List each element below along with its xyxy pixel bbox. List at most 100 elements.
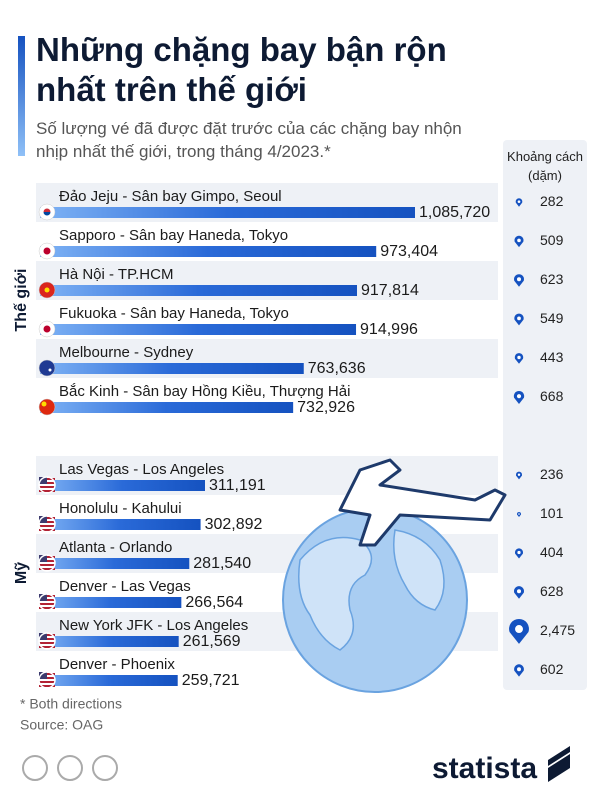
value-label: 914,996	[360, 321, 418, 338]
category-label: Sapporo - Sân bay Haneda, Tokyo	[59, 227, 288, 244]
flag-stripe	[39, 564, 55, 566]
pin-dot	[516, 394, 522, 399]
pin-dot	[517, 316, 521, 321]
pin-dot	[517, 550, 521, 555]
distance-label: 549	[540, 310, 564, 326]
bar	[40, 402, 294, 413]
flag-stripe	[39, 685, 55, 687]
flag	[38, 203, 56, 221]
flag-ring	[38, 515, 56, 533]
distance-label: 602	[540, 661, 564, 677]
flag-ring	[38, 554, 56, 572]
bar	[40, 363, 304, 374]
category-label: Hà Nội - TP.HCM	[59, 266, 173, 283]
flag-stripe	[39, 607, 55, 609]
bar	[40, 480, 205, 491]
chart-subtitle-line: nhịp nhất thế giới, trong tháng 4/2023.*	[36, 142, 331, 161]
pin-dot	[518, 513, 520, 515]
flag-ring	[38, 632, 56, 650]
value-label: 281,540	[193, 555, 251, 572]
bar	[40, 285, 358, 296]
value-label: 732,926	[297, 399, 355, 416]
value-label: 917,814	[361, 282, 419, 299]
flag-dot	[43, 208, 51, 212]
flag-stripe	[39, 486, 55, 488]
bar	[40, 558, 190, 569]
value-label: 763,636	[308, 360, 366, 377]
distance-header-line: Khoảng cách	[507, 149, 583, 164]
flag-canton	[39, 633, 47, 640]
bar	[40, 207, 415, 218]
pin-dot	[516, 589, 522, 594]
distance-label: 2,475	[540, 622, 575, 638]
pin-dot	[517, 200, 521, 204]
flag-dot	[43, 325, 51, 333]
distance-label: 509	[540, 232, 564, 248]
value-label: 973,404	[380, 243, 438, 260]
flag-stripe	[39, 646, 55, 648]
flag-stripe	[39, 681, 55, 683]
flag-stripe	[39, 642, 55, 644]
flag-canton	[39, 516, 47, 523]
chart-subtitle: Số lượng vé đã được đặt trước của các ch…	[36, 119, 462, 161]
flag-bg	[38, 359, 56, 377]
chart-title: Những chặng bay bận rộn nhất trên thế giớ…	[36, 31, 447, 108]
pin-dot	[517, 277, 521, 282]
category-label: Bắc Kinh - Sân bay Hồng Kiều, Thượng Hải	[59, 383, 350, 400]
flag	[38, 359, 56, 377]
value-label: 302,892	[205, 516, 263, 533]
distance-column	[503, 140, 587, 690]
footnote: * Both directions	[20, 696, 122, 712]
footer: * Both directions Source: OAG statista	[20, 696, 570, 785]
category-label: Denver - Phoenix	[59, 656, 175, 673]
flag-dot	[43, 247, 51, 255]
flag-ring	[38, 593, 56, 611]
flag	[38, 320, 56, 338]
flag	[38, 593, 56, 611]
bar	[40, 324, 357, 335]
pin-dot	[515, 625, 523, 633]
distance-header: Khoảng cách (dặm)	[507, 149, 583, 183]
group-label: Thế giới	[13, 269, 30, 332]
bar	[40, 246, 377, 257]
pin-dot	[517, 667, 521, 672]
value-label: 1,085,720	[419, 204, 490, 221]
category-label: Atlanta - Orlando	[59, 539, 172, 556]
flag	[38, 671, 56, 689]
category-label: Denver - Las Vegas	[59, 578, 191, 595]
bar	[40, 597, 182, 608]
value-label: 261,569	[183, 633, 241, 650]
flag-ring	[38, 671, 56, 689]
flag-stripe	[39, 525, 55, 527]
flag	[38, 242, 56, 260]
footnote: Source: OAG	[20, 717, 103, 733]
pin-dot	[517, 355, 521, 360]
chart-subtitle-line: Số lượng vé đã được đặt trước của các ch…	[36, 119, 462, 138]
title-accent	[18, 36, 25, 156]
distance-label: 236	[540, 466, 564, 482]
distance-label: 101	[540, 505, 564, 521]
distance-label: 628	[540, 583, 564, 599]
value-label: 259,721	[182, 672, 240, 689]
category-label: Melbourne - Sydney	[59, 344, 194, 361]
category-label: Las Vegas - Los Angeles	[59, 461, 224, 478]
flag-canton	[39, 594, 47, 601]
flag	[38, 515, 56, 533]
chart-title-line: Những chặng bay bận rộn	[36, 31, 447, 68]
flag	[38, 554, 56, 572]
distance-label: 443	[540, 349, 564, 365]
brand-logo: statista	[432, 752, 537, 785]
flag	[38, 632, 56, 650]
flag-ring	[38, 476, 56, 494]
flag	[38, 476, 56, 494]
flag-canton	[39, 477, 47, 484]
flag	[38, 398, 56, 416]
flag-stripe	[39, 529, 55, 531]
flag-star	[41, 401, 47, 407]
flag-star	[44, 287, 50, 293]
chart-title-line: nhất trên thế giới	[36, 71, 307, 108]
flag-dot	[43, 212, 51, 216]
distance-label: 282	[540, 193, 564, 209]
flag-star	[48, 368, 52, 372]
